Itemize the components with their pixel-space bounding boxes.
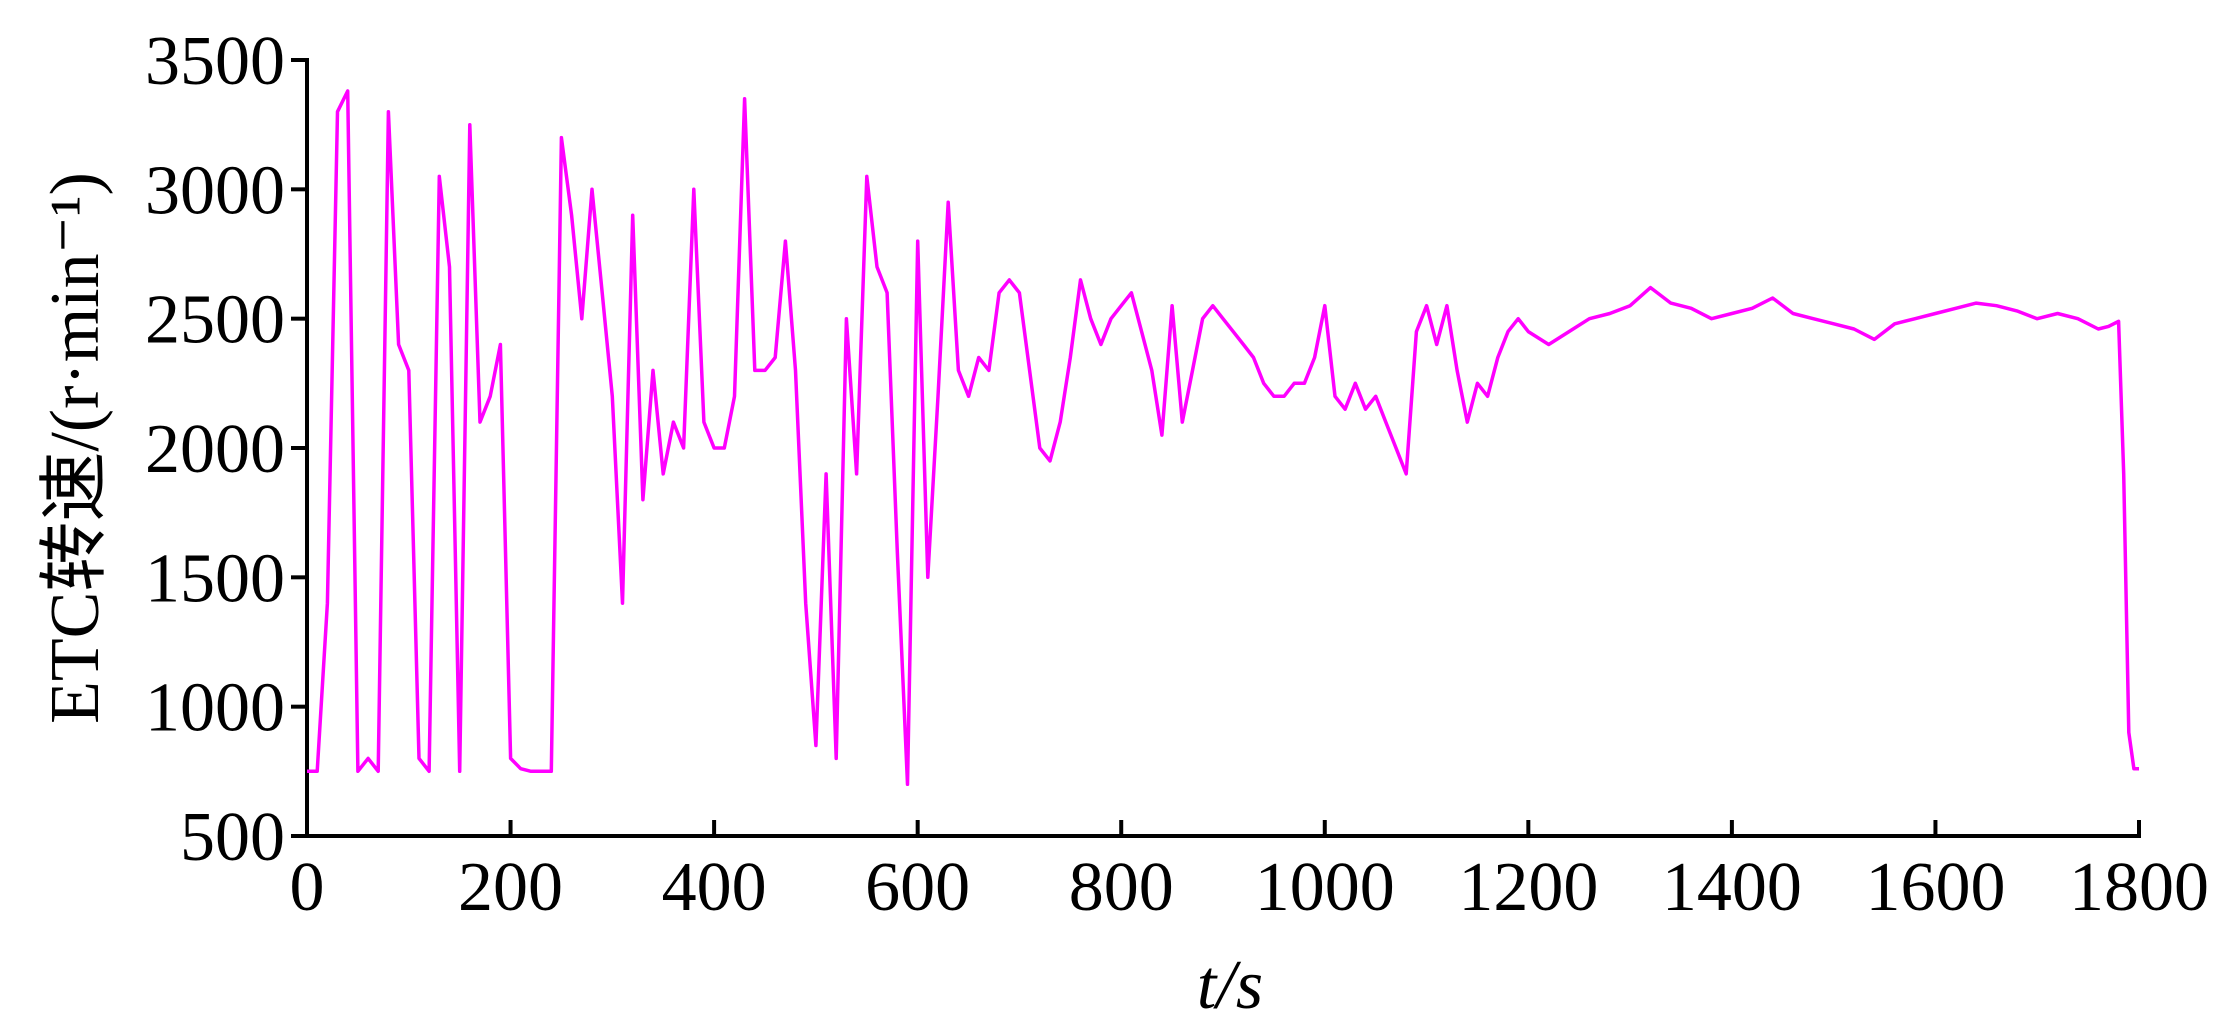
y-tick-label: 1500 — [145, 540, 285, 617]
x-tick-label: 0 — [290, 849, 325, 926]
y-tick-label: 3500 — [145, 23, 285, 100]
x-tick-label: 1200 — [1458, 849, 1598, 926]
x-tick-label: 1600 — [1865, 849, 2005, 926]
x-tick-label: 800 — [1069, 849, 1174, 926]
x-axis-label: t/s — [1197, 947, 1263, 1020]
x-tick-label: 1400 — [1662, 849, 1802, 926]
x-tick-label: 600 — [865, 849, 970, 926]
x-tick-label: 1000 — [1255, 849, 1395, 926]
x-tick-label: 1800 — [2069, 849, 2209, 926]
y-tick-label: 2500 — [145, 282, 285, 359]
y-axis-label: ETC转速/(r·min⁻¹) — [37, 172, 114, 724]
y-tick-label: 500 — [180, 799, 285, 876]
y-tick-label: 3000 — [145, 152, 285, 229]
data-line — [307, 89, 2139, 787]
x-tick-label: 400 — [662, 849, 767, 926]
y-tick-label: 2000 — [145, 411, 285, 488]
y-tick-label: 1000 — [145, 670, 285, 747]
x-tick-label: 200 — [458, 849, 563, 926]
